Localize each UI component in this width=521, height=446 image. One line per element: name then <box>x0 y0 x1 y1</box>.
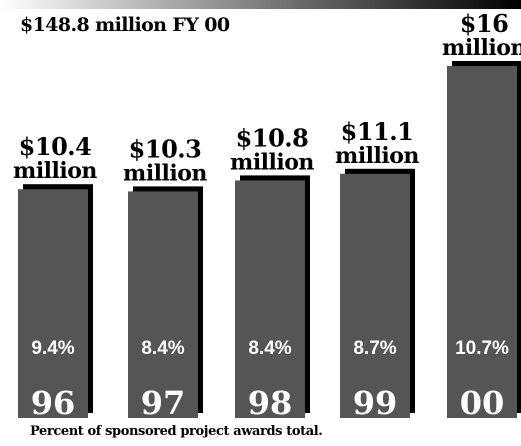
percent-label: 8.7% <box>353 338 396 359</box>
year-label: 99 <box>353 384 398 422</box>
year-label: 98 <box>248 384 293 422</box>
bar <box>128 191 198 418</box>
value-label: million <box>123 160 207 186</box>
percent-label: 10.7% <box>455 338 509 359</box>
bar <box>235 180 305 418</box>
value-label: million <box>13 158 97 184</box>
chart-footnote: Percent of sponsored project awards tota… <box>30 424 323 439</box>
value-label: $10.8 <box>236 123 309 152</box>
percent-label: 8.4% <box>248 338 291 359</box>
percent-label: 9.4% <box>31 338 74 359</box>
year-label: 97 <box>141 384 186 422</box>
value-label: million <box>230 149 314 175</box>
value-label: $16 <box>460 9 509 38</box>
header-rule <box>0 0 521 9</box>
percent-label: 8.4% <box>141 338 184 359</box>
value-label: $11.1 <box>341 117 414 146</box>
bar <box>340 173 410 418</box>
value-label: $10.4 <box>19 132 92 161</box>
year-label: 96 <box>31 384 76 422</box>
value-label: $10.3 <box>129 134 202 163</box>
year-label: 00 <box>460 384 505 422</box>
value-label: million <box>335 143 419 169</box>
bar <box>18 189 88 418</box>
value-label: million <box>442 35 521 61</box>
bar <box>447 66 517 418</box>
chart-headline: $148.8 million FY 00 <box>20 14 230 36</box>
